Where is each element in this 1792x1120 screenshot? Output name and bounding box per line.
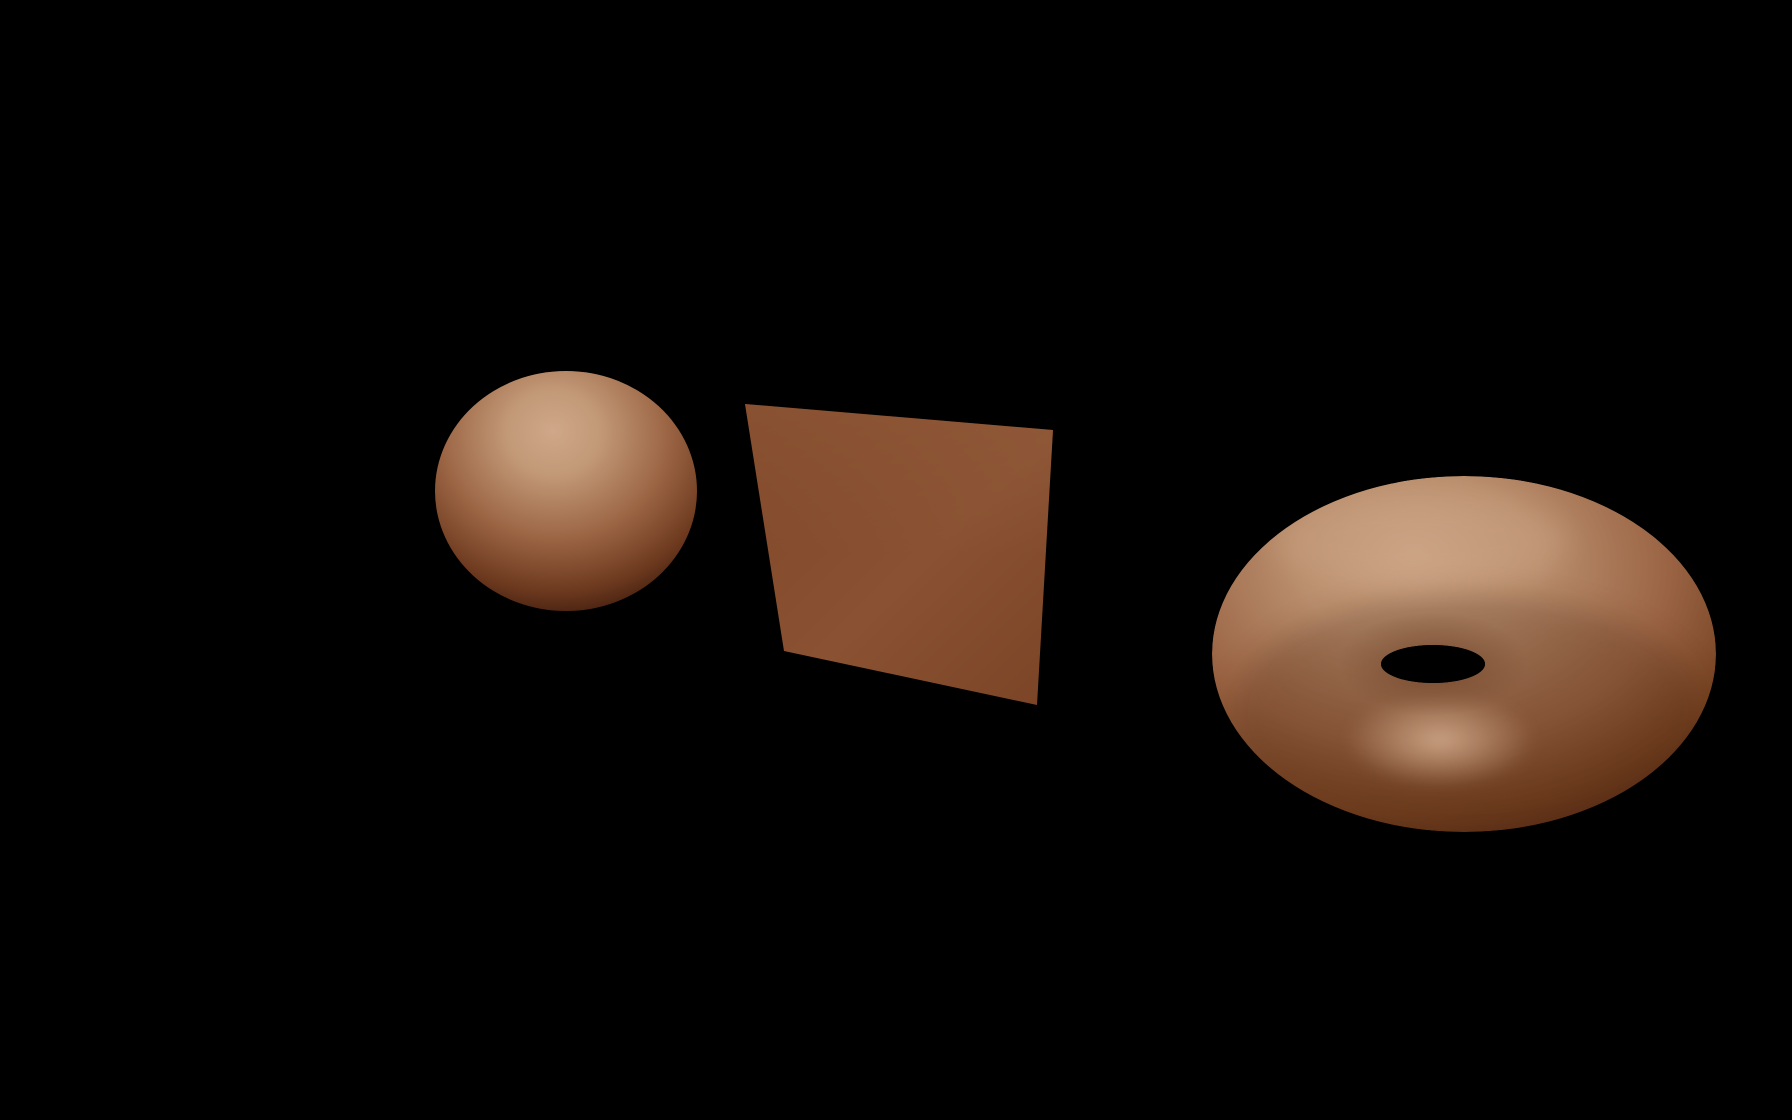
sphere-object[interactable]: [435, 371, 697, 611]
torus-hole: [1381, 645, 1485, 683]
torus-object[interactable]: [1212, 476, 1716, 832]
plane-object[interactable]: [745, 404, 1053, 705]
